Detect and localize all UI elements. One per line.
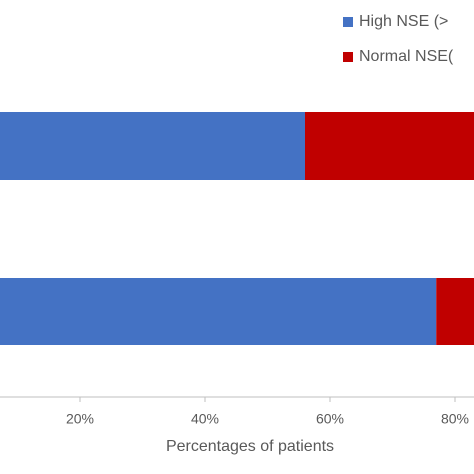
x-tick-label: 20% xyxy=(66,411,94,427)
legend-label: High NSE (> xyxy=(359,13,448,30)
bar-segment xyxy=(0,278,437,345)
bar-segment xyxy=(0,112,305,180)
x-tick-label: 60% xyxy=(316,411,344,427)
bar-segment xyxy=(436,278,474,345)
x-axis-title: Percentages of patients xyxy=(166,438,334,455)
legend-swatch xyxy=(343,52,353,62)
bar-segment xyxy=(305,112,474,180)
legend-label: Normal NSE( xyxy=(359,48,454,65)
x-tick-label: 40% xyxy=(191,411,219,427)
legend-swatch xyxy=(343,17,353,27)
x-tick-label: 80% xyxy=(441,411,469,427)
